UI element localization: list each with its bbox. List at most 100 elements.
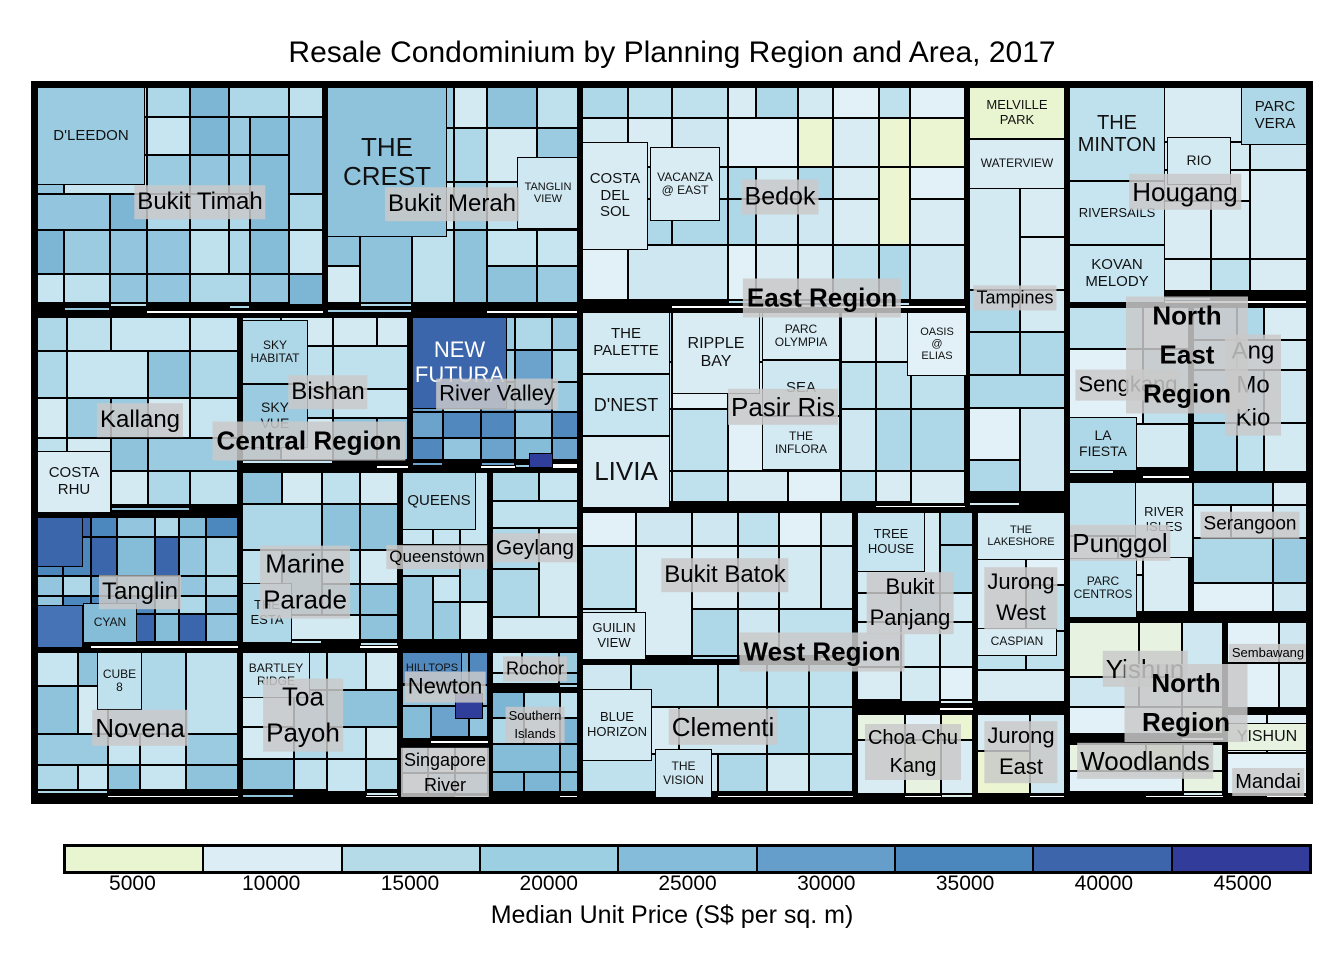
- tile: [515, 317, 552, 351]
- tile: [1025, 585, 1065, 631]
- tile: [809, 754, 853, 792]
- tile: [411, 305, 488, 307]
- tile-the-inflora: THE INFLORA: [762, 416, 840, 470]
- tile: [636, 512, 693, 546]
- tile: [1278, 707, 1307, 710]
- tile: [559, 771, 578, 792]
- tile: [146, 154, 191, 194]
- tile: [1143, 307, 1189, 350]
- tile: [487, 303, 538, 305]
- tile: [833, 87, 880, 119]
- tile: [288, 230, 323, 275]
- tile: [582, 87, 628, 119]
- area-sembawang: [1225, 620, 1309, 712]
- tile-d-nest: D'NEST: [582, 374, 670, 436]
- tile-new-futura: NEW FUTURA: [412, 317, 507, 409]
- tile: [229, 193, 251, 231]
- tile: [857, 714, 906, 740]
- tile: [294, 689, 328, 759]
- tile: [1019, 407, 1065, 492]
- tile: [833, 166, 880, 200]
- colorbar-label: Median Unit Price (S$ per sq. m): [490, 901, 854, 929]
- tile: [728, 471, 788, 502]
- tile-melville-park: MELVILLE PARK: [969, 87, 1065, 139]
- area-tiles-yishun: [1069, 622, 1223, 740]
- tile: [1227, 622, 1279, 663]
- tile: [359, 639, 398, 642]
- tile: [1193, 616, 1232, 618]
- tile: [1143, 613, 1189, 616]
- tile: [360, 229, 412, 303]
- tile: [672, 471, 729, 502]
- tile-ripple-bay: RIPPLE BAY: [672, 312, 760, 394]
- tile: [327, 726, 366, 759]
- colorbar-tick: 20000: [519, 872, 578, 895]
- tile: [288, 274, 323, 305]
- tile: [778, 608, 853, 656]
- tile: [905, 714, 941, 740]
- tile: [487, 309, 578, 311]
- tile-waterview: WATERVIEW: [969, 139, 1065, 189]
- tile: [402, 747, 428, 774]
- tile: [155, 575, 179, 597]
- tile-unnamed: [37, 605, 83, 648]
- tile: [1227, 707, 1279, 710]
- tile: [559, 718, 578, 745]
- tile-tree-house: TREE HOUSE: [857, 512, 925, 572]
- colorbar-tick: 15000: [380, 872, 440, 895]
- tile: [242, 643, 282, 646]
- tile: [1029, 714, 1065, 794]
- tile: [90, 575, 117, 597]
- tile: [327, 305, 361, 307]
- tile-caspian: CASPIAN: [977, 628, 1057, 656]
- tile: [940, 794, 973, 798]
- tile: [360, 303, 412, 307]
- tile: [140, 765, 187, 790]
- tile: [857, 705, 901, 708]
- tile: [1227, 796, 1267, 798]
- tile: [977, 701, 1026, 704]
- tile-sky-habitat: SKY HABITAT: [242, 320, 308, 384]
- tile: [1263, 476, 1307, 478]
- tile: [64, 230, 110, 275]
- tile: [229, 87, 289, 118]
- tile: [900, 666, 940, 702]
- tile: [857, 739, 906, 794]
- tile: [78, 795, 108, 798]
- tile: [969, 188, 1020, 291]
- tile: [728, 199, 757, 245]
- tile: [190, 87, 230, 118]
- tile: [857, 666, 901, 700]
- tile: [728, 504, 788, 506]
- tile: [189, 470, 238, 505]
- tile: [939, 512, 973, 545]
- tile: [756, 304, 799, 306]
- tile: [969, 290, 1020, 332]
- tile: [460, 602, 488, 640]
- tile: [64, 306, 110, 311]
- tile: [672, 502, 729, 504]
- tile: [1113, 475, 1144, 478]
- tile: [205, 517, 238, 537]
- tile: [468, 736, 488, 739]
- tile: [294, 796, 366, 798]
- tile: [1273, 538, 1307, 583]
- tile: [288, 306, 323, 309]
- area-southern-islands: [490, 690, 580, 800]
- tile: [402, 773, 428, 794]
- area-woodlands: [1067, 742, 1225, 800]
- tile: [1143, 473, 1189, 476]
- tile: [1249, 170, 1307, 259]
- tile: [756, 244, 799, 300]
- tile: [1193, 582, 1274, 612]
- tile: [1249, 258, 1307, 291]
- tile: [809, 706, 853, 755]
- tile: [857, 621, 901, 667]
- tile: [250, 154, 289, 231]
- colorbar-segment-8: [1034, 847, 1173, 871]
- tile: [717, 664, 768, 707]
- tile: [767, 706, 810, 755]
- tile: [242, 794, 295, 798]
- tile: [288, 193, 323, 231]
- tile: [672, 302, 729, 304]
